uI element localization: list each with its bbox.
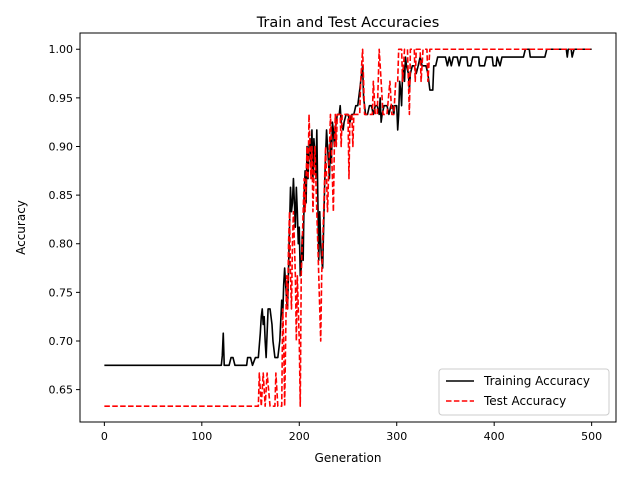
y-tick-label: 0.85 (49, 189, 74, 202)
y-tick-label: 0.65 (49, 384, 74, 397)
x-axis-ticks: 0 100 200 300 400 500 (101, 422, 602, 443)
series-layer (104, 48, 592, 407)
legend-label-training: Training Accuracy (483, 374, 590, 388)
x-axis-label: Generation (315, 451, 382, 465)
y-tick-label: 0.70 (49, 335, 74, 348)
x-tick-label: 300 (386, 430, 407, 443)
test-accuracy-line (104, 48, 592, 407)
x-tick-label: 500 (581, 430, 602, 443)
y-tick-label: 0.90 (49, 140, 74, 153)
x-tick-label: 0 (101, 430, 108, 443)
y-tick-label: 1.00 (49, 43, 74, 56)
y-axis-label: Accuracy (14, 200, 28, 255)
y-tick-label: 0.75 (49, 286, 74, 299)
x-tick-label: 200 (289, 430, 310, 443)
x-tick-label: 100 (191, 430, 212, 443)
chart-title: Train and Test Accuracies (256, 15, 440, 31)
legend-label-test: Test Accuracy (483, 394, 566, 408)
y-tick-label: 0.95 (49, 92, 74, 105)
legend: Training Accuracy Test Accuracy (438, 368, 610, 416)
plot-area (79, 32, 617, 423)
y-tick-label: 0.80 (49, 238, 74, 251)
axes-frame (79, 32, 617, 423)
y-axis-ticks: 0.65 0.70 0.75 0.80 0.85 0.90 0.95 1.00 (49, 43, 80, 397)
x-tick-label: 400 (484, 430, 505, 443)
legend-frame (438, 368, 610, 416)
